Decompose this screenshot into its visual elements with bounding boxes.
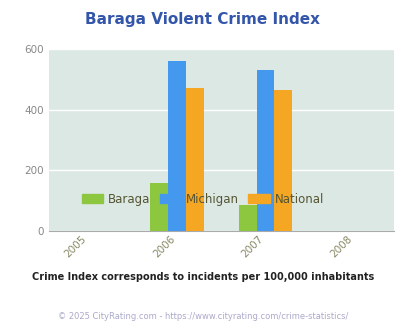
Text: Baraga Violent Crime Index: Baraga Violent Crime Index	[85, 12, 320, 26]
Bar	[150, 182, 168, 231]
Bar	[274, 90, 291, 231]
Legend: Baraga, Michigan, National: Baraga, Michigan, National	[77, 188, 328, 210]
Text: © 2025 CityRating.com - https://www.cityrating.com/crime-statistics/: © 2025 CityRating.com - https://www.city…	[58, 312, 347, 321]
Bar	[256, 70, 274, 231]
Bar	[168, 61, 185, 231]
Bar	[239, 205, 256, 231]
Bar	[185, 87, 203, 231]
Text: Crime Index corresponds to incidents per 100,000 inhabitants: Crime Index corresponds to incidents per…	[32, 272, 373, 282]
